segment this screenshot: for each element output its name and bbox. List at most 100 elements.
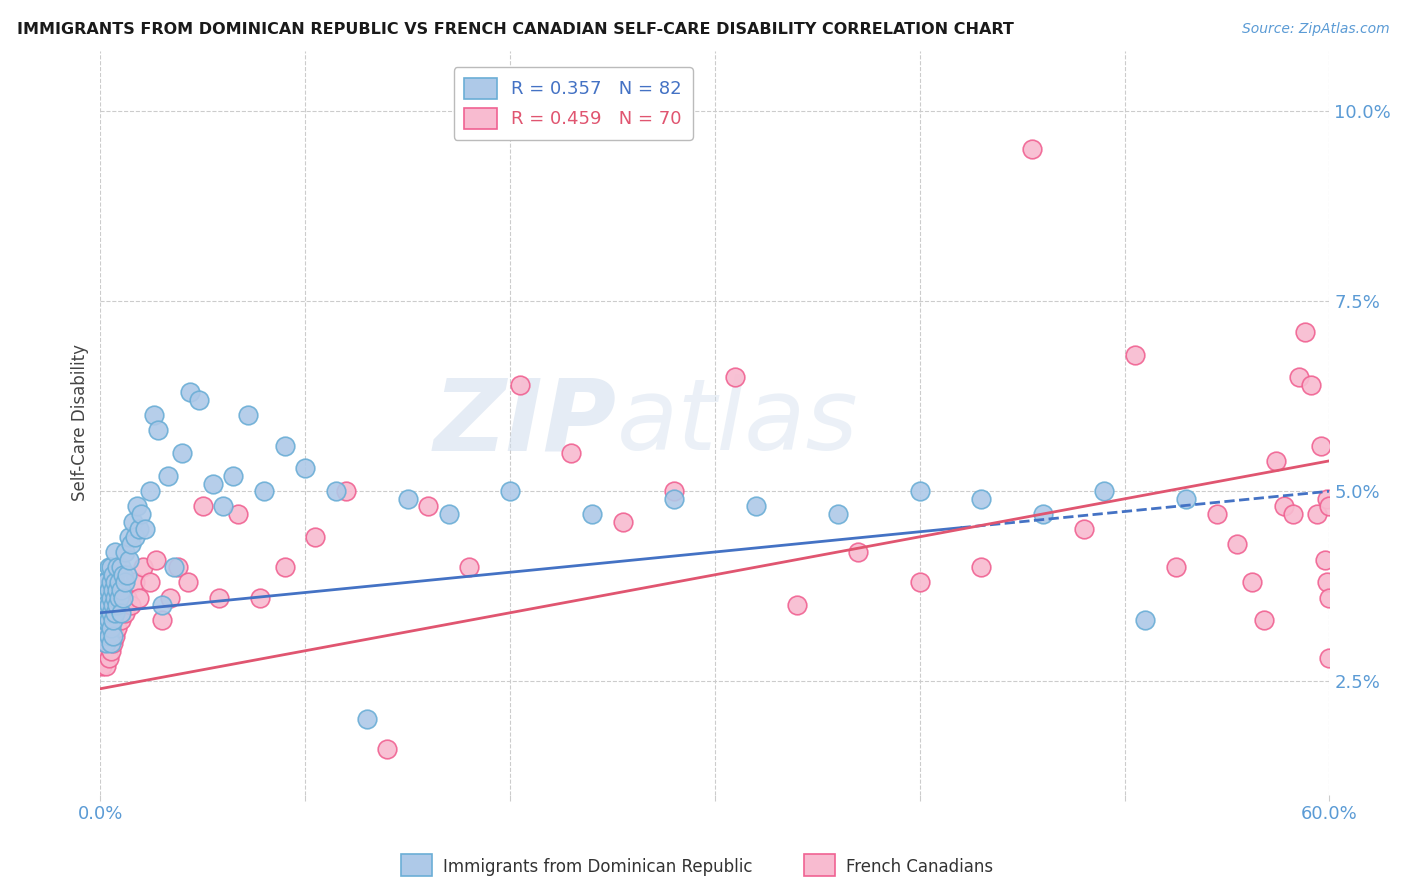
Point	[97, 629, 120, 643]
Point	[846, 545, 869, 559]
Point	[1133, 613, 1156, 627]
Point	[294, 461, 316, 475]
Point	[827, 507, 849, 521]
Point	[1253, 613, 1275, 627]
Point	[273, 439, 295, 453]
Point	[745, 500, 768, 514]
Point	[138, 575, 160, 590]
Point	[437, 507, 460, 521]
Point	[1265, 454, 1288, 468]
Point	[110, 582, 132, 597]
Point	[104, 629, 127, 643]
Text: IMMIGRANTS FROM DOMINICAN REPUBLIC VS FRENCH CANADIAN SELF-CARE DISABILITY CORRE: IMMIGRANTS FROM DOMINICAN REPUBLIC VS FR…	[17, 22, 1014, 37]
Point	[724, 370, 747, 384]
Point	[1315, 552, 1337, 566]
Point	[111, 598, 134, 612]
Point	[96, 636, 118, 650]
Point	[101, 598, 124, 612]
Point	[107, 575, 129, 590]
Point	[111, 567, 134, 582]
Point	[120, 598, 142, 612]
Point	[1164, 560, 1187, 574]
Point	[91, 598, 114, 612]
Point	[128, 591, 150, 605]
Point	[1316, 575, 1339, 590]
Point	[93, 644, 115, 658]
Point	[100, 575, 122, 590]
Point	[107, 591, 129, 605]
Point	[1092, 484, 1115, 499]
Point	[416, 500, 439, 514]
Point	[499, 484, 522, 499]
Point	[131, 507, 153, 521]
Point	[560, 446, 582, 460]
Point	[104, 606, 127, 620]
Point	[273, 560, 295, 574]
Point	[134, 522, 156, 536]
Point	[1226, 537, 1249, 551]
Point	[1123, 347, 1146, 361]
Point	[222, 469, 245, 483]
Point	[115, 567, 138, 582]
Point	[104, 575, 127, 590]
Point	[1316, 491, 1339, 506]
Point	[1272, 500, 1295, 514]
Point	[146, 424, 169, 438]
Point	[356, 712, 378, 726]
Point	[93, 629, 115, 643]
Point	[101, 629, 124, 643]
Point	[1299, 377, 1322, 392]
Point	[115, 591, 138, 605]
Point	[1319, 500, 1341, 514]
Point	[132, 560, 155, 574]
Point	[1032, 507, 1054, 521]
Point	[124, 575, 146, 590]
Point	[172, 446, 194, 460]
Point	[458, 560, 481, 574]
Point	[1073, 522, 1095, 536]
Point	[786, 598, 808, 612]
Point	[177, 575, 200, 590]
Point	[93, 591, 115, 605]
Text: Immigrants from Dominican Republic: Immigrants from Dominican Republic	[443, 858, 752, 876]
Point	[396, 491, 419, 506]
Point	[1021, 143, 1043, 157]
Point	[97, 560, 120, 574]
Point	[93, 575, 115, 590]
Point	[1310, 439, 1333, 453]
Point	[97, 598, 120, 612]
Point	[138, 484, 160, 499]
Point	[96, 613, 118, 627]
Text: French Canadians: French Canadians	[846, 858, 994, 876]
Point	[187, 393, 209, 408]
Point	[120, 537, 142, 551]
Point	[970, 491, 993, 506]
Point	[91, 621, 114, 635]
Point	[908, 484, 931, 499]
Point	[127, 500, 149, 514]
Point	[156, 469, 179, 483]
Point	[236, 409, 259, 423]
Text: atlas: atlas	[617, 375, 858, 471]
Point	[1306, 507, 1329, 521]
Point	[375, 742, 398, 756]
Point	[100, 606, 122, 620]
Point	[93, 613, 115, 627]
Point	[212, 500, 235, 514]
Point	[118, 552, 141, 566]
Point	[110, 606, 132, 620]
Point	[335, 484, 357, 499]
Point	[104, 591, 127, 605]
Point	[1175, 491, 1198, 506]
Point	[970, 560, 993, 574]
Point	[104, 606, 127, 620]
Point	[581, 507, 603, 521]
Point	[114, 606, 136, 620]
Point	[107, 606, 129, 620]
Point	[105, 621, 128, 635]
Point	[1281, 507, 1303, 521]
Point	[325, 484, 347, 499]
Point	[1294, 325, 1316, 339]
Point	[111, 591, 134, 605]
Point	[96, 575, 118, 590]
